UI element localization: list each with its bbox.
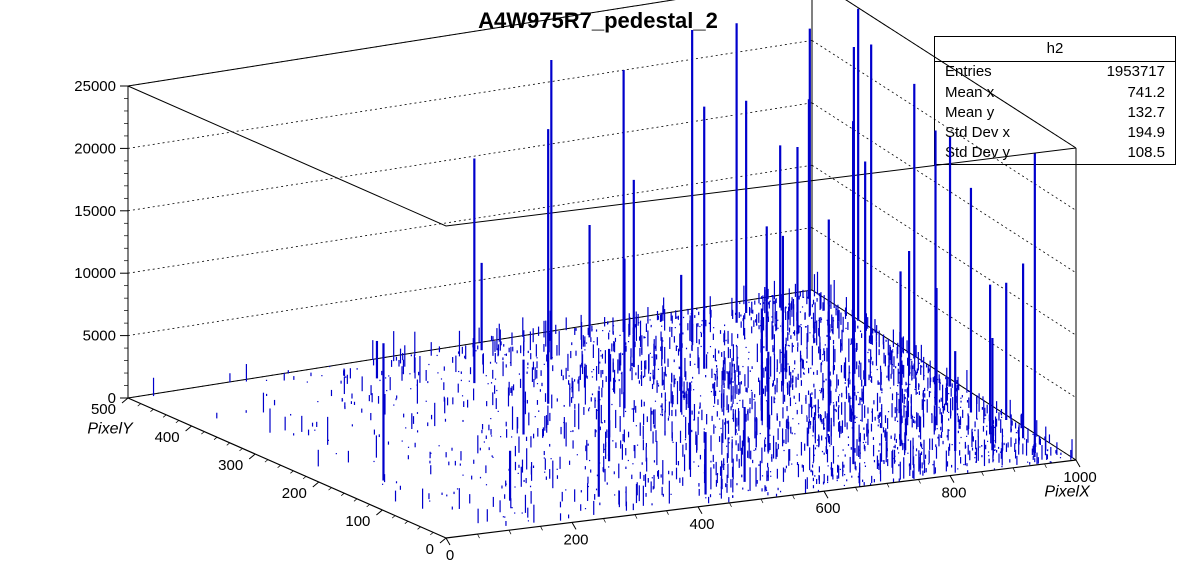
svg-text:PixelY: PixelY xyxy=(87,421,134,438)
svg-text:0: 0 xyxy=(446,547,454,564)
svg-text:0: 0 xyxy=(426,541,434,558)
svg-text:10000: 10000 xyxy=(74,265,116,282)
svg-text:600: 600 xyxy=(815,500,840,517)
svg-text:200: 200 xyxy=(563,531,588,548)
svg-text:20000: 20000 xyxy=(74,140,116,157)
svg-text:400: 400 xyxy=(689,516,714,533)
svg-text:200: 200 xyxy=(282,485,307,502)
lego-plot: 0 5000 10000 15000 20000 25000 0 200 400 600 800 10… xyxy=(0,0,1196,572)
svg-text:5000: 5000 xyxy=(83,328,116,345)
svg-text:100: 100 xyxy=(345,513,370,530)
svg-text:400: 400 xyxy=(155,429,180,446)
svg-text:500: 500 xyxy=(91,401,116,418)
svg-text:PixelX: PixelX xyxy=(1044,483,1091,500)
svg-text:25000: 25000 xyxy=(74,78,116,95)
svg-text:300: 300 xyxy=(218,457,243,474)
svg-text:800: 800 xyxy=(941,485,966,502)
svg-text:15000: 15000 xyxy=(74,203,116,220)
